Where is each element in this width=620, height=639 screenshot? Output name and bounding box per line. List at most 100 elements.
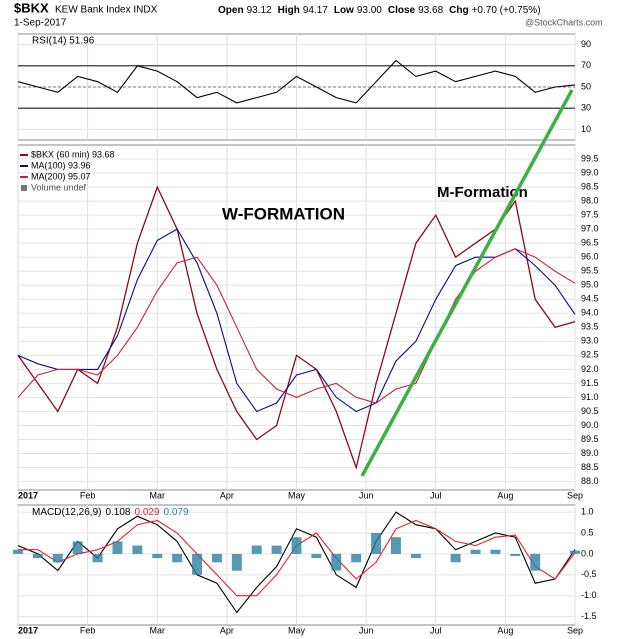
histogram-bar [132, 545, 143, 554]
y-tick-label: 90.5 [581, 406, 599, 416]
y-tick-label: -1.0 [581, 590, 597, 600]
histogram-bar [152, 553, 163, 559]
x-tick-label: Jul [430, 625, 442, 635]
histogram-bar [291, 537, 302, 554]
x-tick-label: 2017 [18, 490, 38, 500]
legend-label: MA(100) 93.96 [31, 160, 91, 170]
histogram-bar [112, 541, 123, 554]
x-tick-label: Jul [430, 490, 442, 500]
quote-value: 93.00 [357, 5, 382, 16]
y-tick-label: 90.0 [581, 420, 599, 430]
y-tick-label: 96.5 [581, 238, 599, 248]
macd-value: 0.029 [135, 507, 160, 518]
histogram-bar [410, 553, 421, 559]
source: @StockCharts.com [525, 17, 603, 27]
histogram-bar [470, 549, 481, 554]
quote-value: +0.70 (+0.75%) [472, 5, 541, 16]
x-tick-label: Apr [220, 625, 234, 635]
histogram-bar [351, 553, 362, 563]
y-tick-label: 91.0 [581, 392, 599, 402]
series-line [17, 248, 576, 404]
histogram-bar [211, 553, 222, 563]
x-tick-label: Sep [567, 625, 583, 635]
histogram-bar [271, 545, 282, 554]
histogram-bar [72, 541, 83, 554]
quote-label: Low [334, 5, 354, 16]
macd-value: 0.079 [164, 507, 189, 518]
histogram-bar [490, 549, 501, 554]
series-line [17, 511, 576, 614]
y-tick-label: 93.0 [581, 336, 599, 346]
y-tick-label: 88.0 [581, 476, 599, 486]
y-tick-label: 94.0 [581, 308, 599, 318]
x-tick-label: Sep [567, 490, 583, 500]
x-tick-label: Apr [220, 490, 234, 500]
y-tick-label: 99.0 [581, 167, 599, 177]
histogram-bar [231, 553, 242, 571]
y-tick-label: 89.5 [581, 434, 599, 444]
panel-title: RSI(14) 51.96 [32, 36, 95, 47]
y-tick-label: 94.5 [581, 294, 599, 304]
x-tick-label: 2017 [18, 625, 38, 635]
x-tick-label: Jun [359, 625, 374, 635]
x-tick-label: Aug [497, 490, 513, 500]
y-tick-label: 88.5 [581, 462, 599, 472]
y-tick-label: 95.5 [581, 266, 599, 276]
histogram-bar [390, 537, 401, 554]
histogram-bar [371, 533, 382, 554]
y-tick-label: 10 [581, 124, 591, 134]
quote-label: High [278, 5, 300, 16]
y-tick-label: 89.0 [581, 448, 599, 458]
x-tick-label: Mar [150, 490, 166, 500]
quote-value: 94.17 [303, 5, 328, 16]
quote-value: 93.68 [418, 5, 443, 16]
y-tick-label: 0.5 [581, 527, 594, 537]
annotation: M-Formation [437, 184, 528, 201]
histogram-bar [52, 553, 63, 563]
histogram-bar [570, 550, 580, 554]
y-tick-label: -1.5 [581, 611, 597, 621]
series-line [17, 59, 576, 104]
histogram-bar [331, 553, 342, 571]
histogram-bar [92, 553, 103, 563]
y-tick-label: 98.0 [581, 195, 599, 205]
quote-label: Close [388, 5, 416, 16]
histogram-bar [251, 545, 262, 554]
y-tick-label: 93.5 [581, 322, 599, 332]
histogram-bar [311, 553, 322, 559]
y-tick-label: 70 [581, 60, 591, 70]
index-name: KEW Bank Index INDX [55, 5, 158, 16]
y-tick-label: 99.5 [581, 153, 599, 163]
x-tick-label: Feb [80, 625, 96, 635]
annotation: W-FORMATION [222, 204, 345, 223]
y-tick-label: 50 [581, 81, 591, 91]
y-tick-label: 91.5 [581, 378, 599, 388]
y-tick-label: 98.5 [581, 181, 599, 191]
x-tick-label: May [288, 490, 306, 500]
macd-label: MACD(12,26,9) [32, 507, 101, 518]
histogram-bar [530, 553, 541, 571]
histogram-bar [450, 553, 461, 563]
histogram-bar [172, 553, 183, 563]
y-tick-label: -0.5 [581, 569, 597, 579]
x-tick-label: Aug [497, 625, 513, 635]
y-tick-label: 1.0 [581, 506, 594, 516]
y-tick-label: 30 [581, 103, 591, 113]
quote-value: 93.12 [247, 5, 272, 16]
y-tick-label: 95.0 [581, 280, 599, 290]
quote: Open 93.12 High 94.17 Low 93.00 Close 93.68 Chg +… [218, 5, 541, 16]
trend-line [360, 89, 574, 477]
x-tick-label: Feb [80, 490, 96, 500]
macd-value: 0.108 [105, 507, 130, 518]
y-tick-label: 96.0 [581, 252, 599, 262]
y-tick-label: 92.0 [581, 364, 599, 374]
x-tick-label: May [288, 625, 306, 635]
x-tick-label: Jun [359, 490, 374, 500]
y-tick-label: 97.0 [581, 224, 599, 234]
y-tick-label: 97.5 [581, 209, 599, 219]
histogram-bar [192, 553, 203, 575]
histogram-bar [13, 549, 23, 554]
y-tick-label: 90 [581, 39, 591, 49]
y-tick-label: 0.0 [581, 548, 594, 558]
